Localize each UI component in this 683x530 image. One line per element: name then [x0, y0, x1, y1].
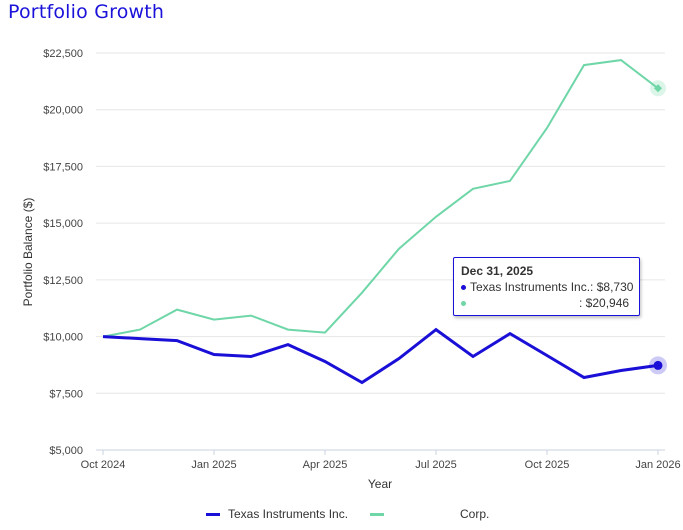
legend-line-icon [370, 512, 384, 516]
tooltip-value-ti: Texas Instruments Inc.: $8,730 [470, 280, 634, 294]
legend-item-corp[interactable]: Corp. [370, 507, 489, 521]
y-tick-label: $7,500 [49, 388, 83, 400]
series-dot-icon [461, 300, 466, 306]
legend-label-ti: Texas Instruments Inc. [228, 507, 349, 521]
hover-point-texas-instruments [653, 360, 663, 370]
legend: Texas Instruments Inc. Corp. [0, 507, 683, 527]
y-axis-ticks: $5,000 $7,500 $10,000 $12,500 $15,000 $17,500… [43, 48, 83, 457]
x-axis-title: Year [368, 477, 392, 491]
x-tick-label: Jan 2026 [635, 459, 680, 471]
tooltip-value-corp: : $20,946 [579, 296, 630, 310]
y-tick-label: $12,500 [43, 275, 83, 287]
x-tick-label: Jul 2025 [415, 459, 457, 471]
tooltip-date: Dec 31, 2025 [461, 264, 534, 278]
y-tick-label: $22,500 [43, 48, 83, 60]
tooltip: Dec 31, 2025 Texas Instruments Inc.: $8,… [453, 257, 640, 316]
legend-line-icon [206, 512, 220, 516]
hover-markers [649, 80, 667, 375]
x-tick-label: Jan 2025 [191, 459, 236, 471]
hover-point-corp [654, 84, 662, 93]
y-tick-label: $20,000 [43, 105, 83, 117]
x-tick-label: Apr 2025 [303, 459, 348, 471]
gridlines [96, 52, 665, 451]
x-tick-label: Oct 2025 [525, 459, 570, 471]
chart-title: Portfolio Growth [8, 1, 165, 23]
series-line-corp [102, 59, 659, 338]
y-axis-title: Portfolio Balance ($) [21, 198, 35, 307]
tooltip-row-ti: Texas Instruments Inc.: $8,730 [461, 279, 639, 295]
y-tick-label: $5,000 [49, 445, 83, 457]
x-tick-label: Oct 2024 [81, 459, 126, 471]
x-axis-ticks: Oct 2024 Jan 2025 Apr 2025 Jul 2025 Oct 2025… [81, 450, 681, 471]
legend-label-corp: Corp. [460, 507, 490, 521]
y-tick-label: $15,000 [43, 218, 83, 230]
legend-item-ti[interactable]: Texas Instruments Inc. [206, 507, 348, 521]
y-tick-label: $17,500 [43, 161, 83, 173]
tooltip-row-corp: : $20,946 [461, 295, 639, 311]
series-line-texas-instruments [102, 327, 659, 385]
y-tick-label: $10,000 [43, 332, 83, 344]
series-dot-icon [461, 284, 466, 290]
line-chart: $5,000 $7,500 $10,000 $12,500 $15,000 $17,500… [21, 48, 681, 491]
series-lines [102, 59, 659, 385]
